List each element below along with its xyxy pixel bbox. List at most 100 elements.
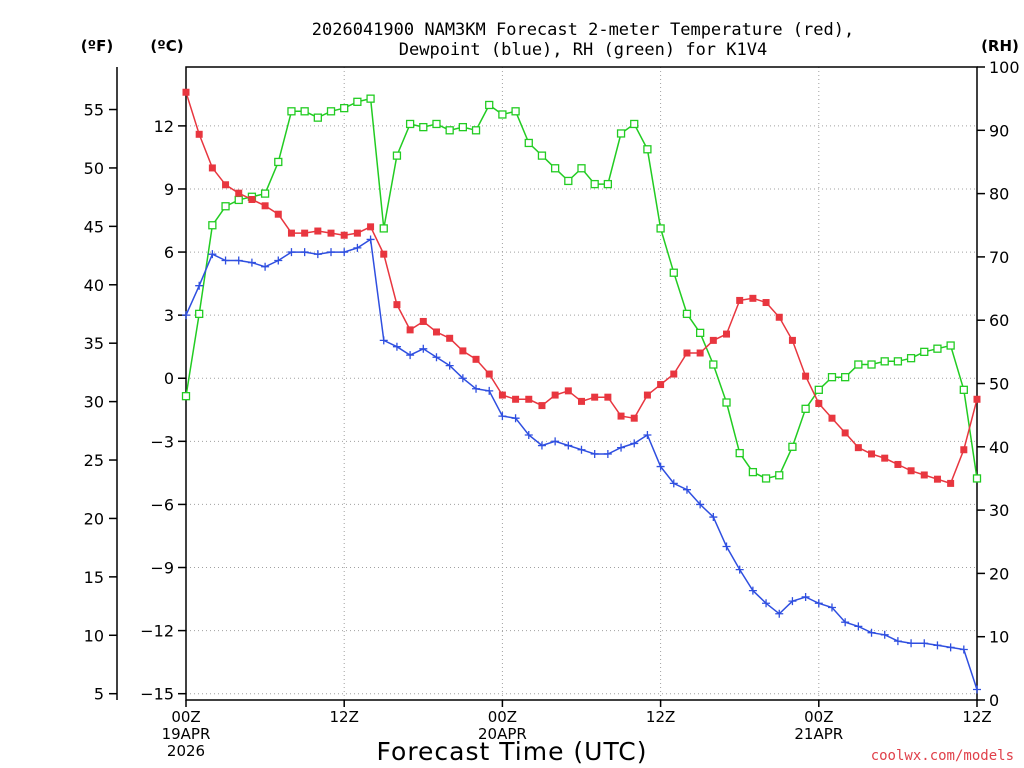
rh-axis-label: (RH) xyxy=(981,37,1019,55)
2-meter-temperature-point xyxy=(525,395,533,403)
dewpoint-point xyxy=(327,248,336,257)
dewpoint-point xyxy=(432,353,441,362)
rh-point xyxy=(656,224,665,233)
dewpoint-point xyxy=(933,641,942,650)
rh-point xyxy=(313,113,322,122)
dewpoint-point xyxy=(406,351,415,360)
celsius-tick-label: −6 xyxy=(150,495,174,514)
rh-point xyxy=(405,119,415,129)
2-meter-temperature-point xyxy=(920,471,928,479)
rh-point xyxy=(748,467,758,477)
2-meter-temperature-point xyxy=(340,231,348,239)
2-meter-temperature-point xyxy=(419,317,427,325)
rh-point xyxy=(775,471,784,480)
rh-point xyxy=(577,164,586,173)
rh-point xyxy=(260,189,270,198)
2-meter-temperature-point xyxy=(775,313,783,321)
rh-point xyxy=(550,164,560,173)
2-meter-temperature-point xyxy=(512,395,520,403)
2-meter-temperature-point xyxy=(182,88,190,96)
rh-point xyxy=(498,110,507,119)
dewpoint-point xyxy=(274,256,283,265)
rh-point xyxy=(432,119,441,129)
dewpoint-point xyxy=(735,565,744,574)
rh-point xyxy=(616,129,626,138)
2-meter-temperature-line xyxy=(185,91,978,485)
rh-point xyxy=(669,268,678,277)
rh-point xyxy=(379,224,388,233)
2-meter-temperature-point xyxy=(380,250,388,258)
time-tick-date: 21APR xyxy=(794,725,843,743)
rh-point xyxy=(524,138,533,148)
dewpoint-point xyxy=(907,639,916,648)
rh-point xyxy=(603,179,613,189)
rh-point xyxy=(920,347,929,357)
time-tick-label: 00Z xyxy=(488,708,517,726)
dewpoint-point xyxy=(208,250,217,259)
2-meter-temperature-point xyxy=(617,412,625,420)
rh-point xyxy=(682,309,692,319)
rh-point xyxy=(841,373,850,382)
rh-point xyxy=(643,145,652,154)
dewpoint-point xyxy=(458,374,467,383)
dewpoint-point xyxy=(524,431,533,440)
time-tick-date: 20APR xyxy=(478,725,527,743)
dewpoint-point xyxy=(392,342,401,351)
rh-point xyxy=(709,360,718,369)
dewpoint-point xyxy=(854,622,863,631)
celsius-tick-label: 9 xyxy=(164,180,174,199)
2-meter-temperature-point xyxy=(195,130,203,138)
time-tick-label: 12Z xyxy=(962,708,991,726)
rh-point xyxy=(419,122,428,132)
rh-point xyxy=(880,357,889,366)
rh-tick-label: 60 xyxy=(989,311,1009,330)
rh-point xyxy=(537,151,547,160)
rh-tick-label: 40 xyxy=(989,438,1009,457)
dewpoint-point xyxy=(946,643,955,652)
2-meter-temperature-point xyxy=(788,336,796,344)
2-meter-temperature-point xyxy=(828,414,836,422)
time-tick-year: 2026 xyxy=(167,742,205,760)
dewpoint-point xyxy=(814,599,823,608)
celsius-axis-label: (ºC) xyxy=(150,37,183,55)
rh-point xyxy=(814,385,823,394)
dewpoint-point xyxy=(959,645,968,654)
rh-point xyxy=(696,328,705,338)
dewpoint-point xyxy=(182,311,190,320)
2-meter-temperature-point xyxy=(222,181,230,189)
2-meter-temperature-point xyxy=(551,391,559,399)
dewpoint-point xyxy=(261,262,270,271)
rh-point xyxy=(366,94,375,103)
time-tick-label: 12Z xyxy=(330,708,359,726)
dewpoint-point xyxy=(590,449,599,458)
rh-point xyxy=(274,157,283,167)
rh-line xyxy=(185,97,978,480)
data-series xyxy=(181,88,982,694)
2-meter-temperature-point xyxy=(815,399,823,407)
rh-point xyxy=(590,179,599,189)
rh-point xyxy=(972,474,982,483)
rh-point xyxy=(208,221,217,230)
dewpoint-point xyxy=(762,599,771,608)
rh-point xyxy=(722,398,731,407)
2-meter-temperature-point xyxy=(274,210,282,218)
rh-point xyxy=(788,442,797,451)
rh-point xyxy=(761,474,771,483)
dewpoint-point xyxy=(300,248,309,257)
fahrenheit-ticks: 55 50 45 40 35 30 25 20 15 10 5 xyxy=(84,101,117,704)
2-meter-temperature-point xyxy=(446,334,454,342)
rh-point xyxy=(181,392,191,401)
dewpoint-point xyxy=(353,243,362,252)
chart-title-line1: 2026041900 NAM3KM Forecast 2-meter Tempe… xyxy=(312,20,854,40)
2-meter-temperature-point xyxy=(907,467,915,475)
2-meter-temperature-point xyxy=(327,229,335,237)
dewpoint-point xyxy=(696,500,705,509)
dewpoint-point xyxy=(485,386,494,395)
rh-point xyxy=(326,107,336,116)
dewpoint-point xyxy=(195,281,204,290)
rh-point xyxy=(445,126,454,135)
dewpoint-point xyxy=(617,443,626,452)
